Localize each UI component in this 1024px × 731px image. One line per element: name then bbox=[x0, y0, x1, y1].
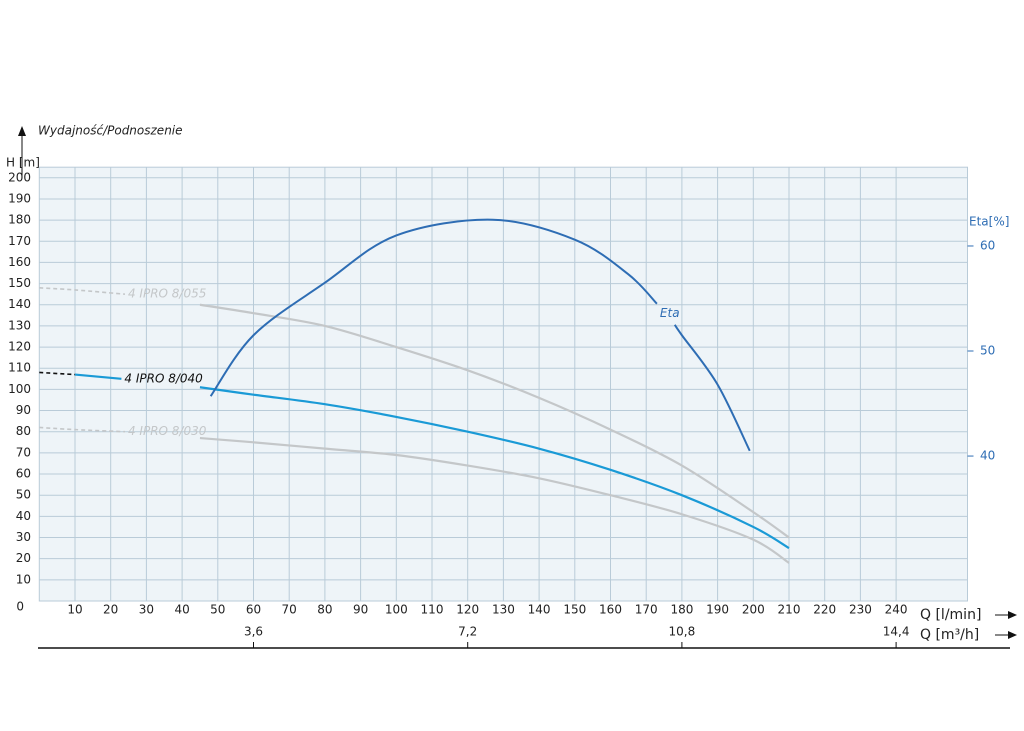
x-tick-label: 220 bbox=[813, 603, 836, 617]
y-tick-label: 170 bbox=[8, 234, 31, 248]
x-tick-label: 160 bbox=[599, 603, 622, 617]
y-tick-label: 150 bbox=[8, 276, 31, 290]
x2-tick-label: 3,6 bbox=[244, 625, 263, 639]
y-tick-label: 180 bbox=[8, 213, 31, 227]
y-tick-label: 70 bbox=[16, 445, 31, 459]
x-tick-label: 30 bbox=[139, 603, 154, 617]
x-tick-label: 100 bbox=[385, 603, 408, 617]
x-tick-label: 90 bbox=[353, 603, 368, 617]
line bbox=[74, 373, 790, 550]
y-tick-label: 0 bbox=[16, 600, 24, 614]
y-axis-label: H [m] bbox=[6, 156, 40, 170]
line bbox=[209, 218, 751, 452]
line bbox=[199, 436, 790, 564]
x-tick-label: 130 bbox=[492, 603, 515, 617]
x-tick-label: 70 bbox=[282, 603, 297, 617]
x-tick-label: 120 bbox=[456, 603, 479, 617]
x2-tick-label: 7,2 bbox=[458, 625, 477, 639]
y-tick-label: 110 bbox=[8, 361, 31, 375]
y-tick-label: 120 bbox=[8, 340, 31, 354]
y-tick-label: 90 bbox=[16, 403, 31, 417]
y-arrow-head bbox=[18, 126, 26, 136]
x-tick-label: 110 bbox=[421, 603, 444, 617]
x-tick-label: 20 bbox=[103, 603, 118, 617]
x-tick-label: 190 bbox=[706, 603, 729, 617]
chart-title: Wydajność/Podnoszenie bbox=[38, 124, 183, 138]
x-tick-label: 10 bbox=[67, 603, 82, 617]
x-tick-label: 180 bbox=[670, 603, 693, 617]
y2-axis-label: Eta[%] bbox=[969, 215, 1009, 229]
x2-axis-label: Q [m³/h] bbox=[920, 627, 979, 643]
series-label: 4 IPRO 8/030 bbox=[128, 424, 207, 438]
x2-arrow-head bbox=[1008, 631, 1017, 639]
plot-border bbox=[38, 166, 969, 602]
y-tick-label: 10 bbox=[16, 572, 31, 586]
x-tick-label: 150 bbox=[563, 603, 586, 617]
line bbox=[199, 303, 790, 539]
y-tick-label: 100 bbox=[8, 382, 31, 396]
y-tick-label: 20 bbox=[16, 551, 31, 565]
x-tick-label: 210 bbox=[778, 603, 801, 617]
x-arrow-head bbox=[1008, 611, 1017, 619]
x-tick-label: 40 bbox=[174, 603, 189, 617]
x-tick-label: 240 bbox=[885, 603, 908, 617]
y-tick-label: 200 bbox=[8, 170, 31, 184]
x-axis-label: Q [l/min] bbox=[920, 607, 981, 623]
line-extension bbox=[39, 426, 126, 433]
x2-tick-label: 14,4 bbox=[883, 625, 910, 639]
y2-tick-label: 40 bbox=[980, 449, 995, 463]
x-tick-label: 50 bbox=[210, 603, 225, 617]
y-tick-label: 60 bbox=[16, 467, 31, 481]
y-tick-label: 130 bbox=[8, 318, 31, 332]
x-tick-label: 200 bbox=[742, 603, 765, 617]
y-tick-label: 160 bbox=[8, 255, 31, 269]
series-label: 4 IPRO 8/055 bbox=[128, 287, 206, 301]
x-tick-label: 170 bbox=[635, 603, 658, 617]
y-tick-label: 40 bbox=[16, 509, 31, 523]
x2-tick-label: 10,8 bbox=[669, 625, 696, 639]
x-tick-label: 80 bbox=[317, 603, 332, 617]
line-extension bbox=[39, 371, 76, 376]
x-tick-label: 60 bbox=[246, 603, 261, 617]
x-tick-label: 140 bbox=[528, 603, 551, 617]
line-extension bbox=[39, 287, 126, 295]
x-tick-label: 230 bbox=[849, 603, 872, 617]
y2-tick-label: 60 bbox=[980, 238, 995, 252]
y-tick-label: 50 bbox=[16, 488, 31, 502]
y2-tick-label: 50 bbox=[980, 344, 995, 358]
y-tick-label: 140 bbox=[8, 297, 31, 311]
y-tick-label: 80 bbox=[16, 424, 31, 438]
y-tick-label: 190 bbox=[8, 191, 31, 205]
series-label: Eta bbox=[660, 306, 680, 320]
y-tick-label: 30 bbox=[16, 530, 31, 544]
series-label: 4 IPRO 8/040 bbox=[124, 371, 203, 385]
